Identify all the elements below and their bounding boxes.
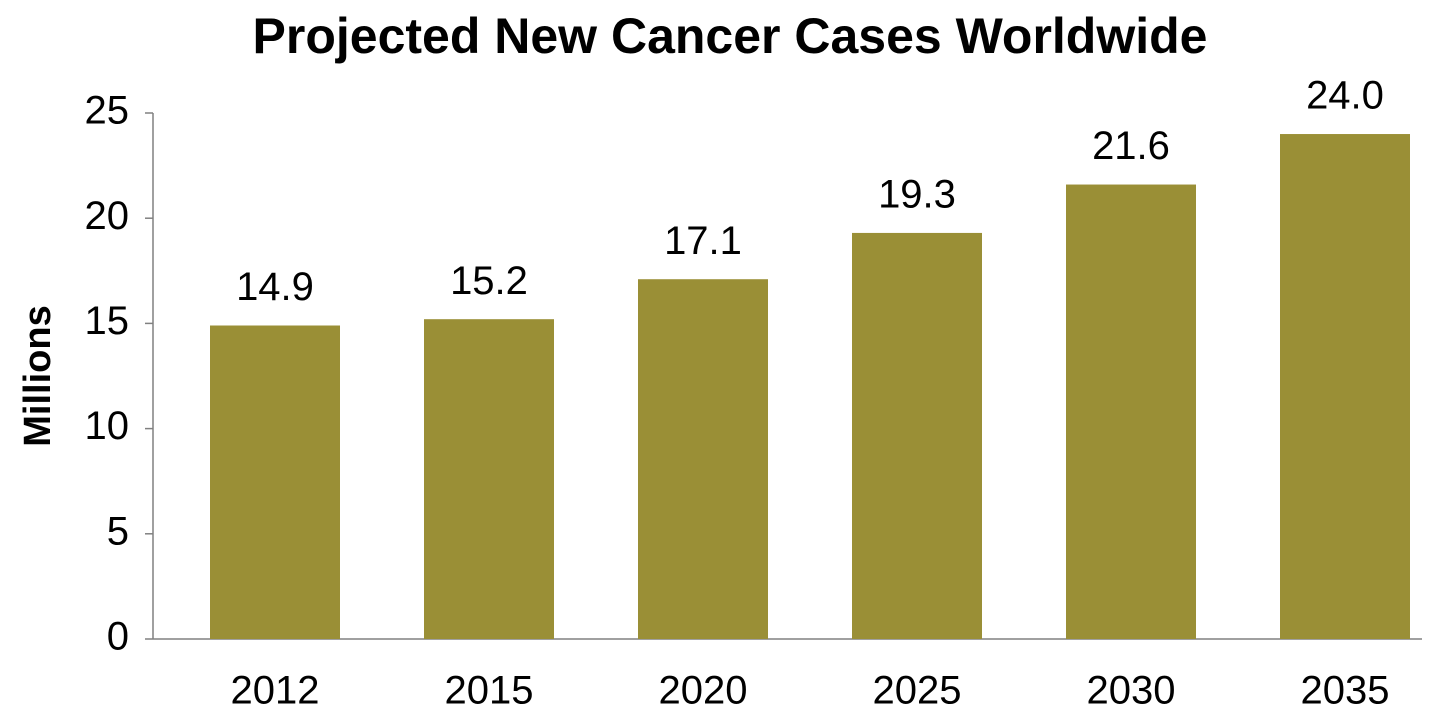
bar	[852, 232, 982, 640]
bar	[638, 279, 768, 639]
x-tick-label: 2020	[659, 669, 748, 713]
chart-title: Projected New Cancer Cases Worldwide	[253, 8, 1208, 64]
value-label: 15.2	[450, 259, 528, 303]
value-label: 17.1	[664, 219, 742, 263]
value-label: 19.3	[878, 172, 956, 216]
bar	[210, 325, 340, 639]
value-label: 14.9	[236, 265, 314, 309]
y-axis-label: Millions	[17, 305, 59, 446]
x-tick-label: 2035	[1301, 669, 1390, 713]
y-tick-label: 0	[107, 615, 129, 659]
x-tick-label: 2025	[873, 669, 962, 713]
bar	[424, 319, 554, 639]
y-tick-label: 5	[107, 509, 129, 553]
value-label: 21.6	[1092, 124, 1170, 168]
x-tick-label: 2030	[1087, 669, 1176, 713]
y-tick-label: 10	[85, 404, 130, 448]
y-tick-label: 15	[85, 299, 130, 343]
y-tick-label: 20	[85, 194, 130, 238]
bar	[1280, 134, 1410, 640]
x-tick-label: 2015	[445, 669, 534, 713]
y-tick-label: 25	[85, 89, 130, 133]
x-tick-label: 2012	[231, 669, 320, 713]
value-label: 24.0	[1306, 74, 1384, 118]
bar	[1066, 184, 1196, 639]
